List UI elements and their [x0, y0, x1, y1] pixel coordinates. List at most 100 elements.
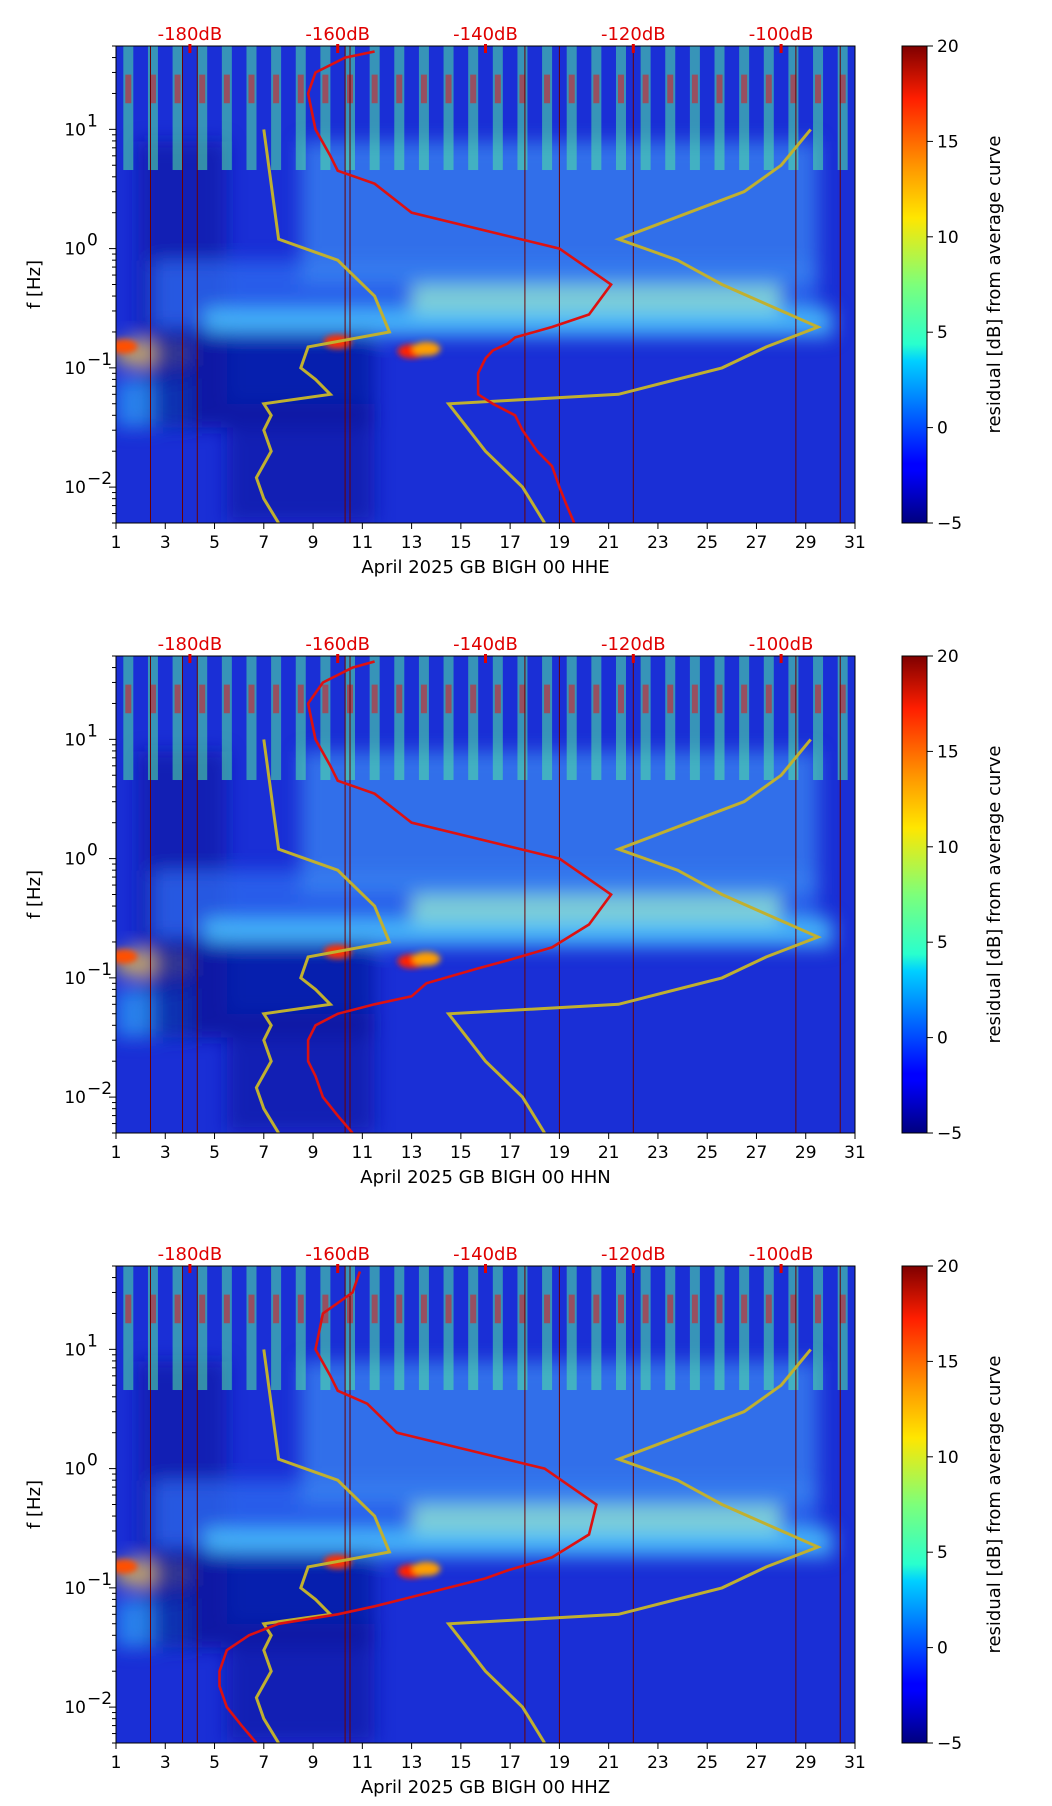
colorbar-label: residual [dB] from average curve	[984, 745, 1005, 1043]
x-tick-label: 27	[746, 533, 768, 553]
x-tick-label: 15	[450, 1143, 472, 1163]
x-tick-label: 23	[647, 1753, 669, 1773]
top-db-label: -100dB	[749, 1244, 814, 1265]
y-tick-label: 10	[64, 1340, 86, 1360]
y-tick-label: 10	[64, 850, 86, 870]
y-tick-exponent: −1	[87, 1570, 112, 1590]
heatmap-event-lines	[149, 656, 841, 1133]
colorbar-tick-label: 10	[937, 1448, 959, 1468]
heatmap-day-stripes	[123, 656, 848, 781]
x-tick-label: 13	[401, 1143, 423, 1163]
colorbar-tick-label: 0	[937, 1029, 948, 1049]
x-axis-label: April 2025 GB BIGH 00 HHZ	[361, 1777, 610, 1798]
x-tick-label: 1	[111, 1753, 122, 1773]
heatmap-event-lines	[149, 1266, 841, 1743]
high-noise-model-line	[445, 1348, 822, 1743]
x-tick-label: 23	[647, 1143, 669, 1163]
colorbar-tick-label: 15	[937, 132, 959, 152]
colorbar-label: residual [dB] from average curve	[984, 135, 1005, 433]
plot-area	[116, 1266, 855, 1743]
colorbar-tick-label: 5	[937, 933, 948, 953]
x-tick-label: 17	[499, 1753, 521, 1773]
x-tick-label: 3	[160, 1143, 171, 1163]
top-db-label: -160dB	[305, 1244, 370, 1265]
top-db-label: -180dB	[158, 1244, 223, 1265]
x-tick-label: 7	[258, 533, 269, 553]
top-db-label: -140dB	[453, 634, 518, 655]
colorbar-tick-label: 10	[937, 228, 959, 248]
colorbar-label: residual [dB] from average curve	[984, 1355, 1005, 1653]
low-noise-model-line	[254, 1349, 392, 1743]
psd-curve-line	[306, 660, 613, 1133]
y-tick-exponent: 1	[87, 721, 98, 741]
top-db-label: -180dB	[158, 24, 223, 45]
low-noise-model-line	[254, 129, 392, 523]
top-db-label: -140dB	[453, 1244, 518, 1265]
colorbar-tick-label: 0	[937, 419, 948, 439]
colorbar-tick-label: 20	[937, 1257, 959, 1277]
x-tick-label: 7	[258, 1753, 269, 1773]
x-axis-label: April 2025 GB BIGH 00 HHN	[360, 1167, 610, 1188]
x-tick-label: 29	[795, 533, 817, 553]
heatmap-day-stripes	[123, 1266, 848, 1391]
top-db-label: -140dB	[453, 24, 518, 45]
x-axis-label: April 2025 GB BIGH 00 HHE	[361, 557, 609, 578]
top-db-label: -160dB	[305, 634, 370, 655]
top-db-label: -120dB	[601, 634, 666, 655]
psd-curve-line	[306, 50, 613, 523]
top-db-label: -120dB	[601, 1244, 666, 1265]
x-tick-label: 19	[549, 533, 571, 553]
y-tick-label: 10	[64, 1698, 86, 1718]
colorbar	[901, 45, 928, 524]
y-tick-exponent: −1	[87, 960, 112, 980]
x-tick-label: 29	[795, 1143, 817, 1163]
x-tick-label: 17	[499, 533, 521, 553]
y-tick-exponent: 0	[87, 841, 98, 861]
y-tick-label: 10	[64, 240, 86, 260]
x-tick-label: 15	[450, 1753, 472, 1773]
x-tick-label: 7	[258, 1143, 269, 1163]
y-tick-label: 10	[64, 359, 86, 379]
colorbar-tick-label: −5	[937, 514, 962, 534]
x-tick-label: 5	[209, 1143, 220, 1163]
y-axis-label: f [Hz]	[24, 1480, 45, 1529]
y-axis-label: f [Hz]	[24, 260, 45, 309]
x-tick-label: 5	[209, 533, 220, 553]
colorbar-tick-label: 5	[937, 1543, 948, 1563]
x-tick-label: 15	[450, 533, 472, 553]
x-tick-label: 27	[746, 1143, 768, 1163]
y-tick-exponent: −2	[87, 1689, 112, 1709]
heatmap-event-lines	[149, 46, 841, 523]
colorbar-tick-label: 15	[937, 1352, 959, 1372]
colorbar-tick-label: −5	[937, 1734, 962, 1754]
y-tick-exponent: 1	[87, 111, 98, 131]
x-tick-label: 21	[598, 1753, 620, 1773]
x-tick-label: 21	[598, 533, 620, 553]
x-tick-label: 31	[844, 533, 866, 553]
x-tick-label: 23	[647, 533, 669, 553]
colorbar	[901, 655, 928, 1134]
x-tick-label: 11	[352, 1143, 374, 1163]
colorbar-tick-label: 10	[937, 838, 959, 858]
x-tick-label: 19	[549, 1143, 571, 1163]
y-tick-label: 10	[64, 969, 86, 989]
y-tick-label: 10	[64, 478, 86, 498]
y-tick-label: 10	[64, 1579, 86, 1599]
x-tick-label: 31	[844, 1143, 866, 1163]
psd-curve-line	[218, 1271, 598, 1743]
top-db-label: -180dB	[158, 634, 223, 655]
x-tick-label: 9	[308, 533, 319, 553]
plot-area	[116, 46, 855, 523]
x-tick-label: 17	[499, 1143, 521, 1163]
x-tick-label: 25	[696, 533, 718, 553]
x-tick-label: 1	[111, 1143, 122, 1163]
x-tick-label: 9	[308, 1143, 319, 1163]
x-tick-label: 21	[598, 1143, 620, 1163]
x-tick-label: 1	[111, 533, 122, 553]
colorbar-tick-label: 15	[937, 742, 959, 762]
colorbar-tick-label: 20	[937, 37, 959, 57]
x-tick-label: 27	[746, 1753, 768, 1773]
x-tick-label: 13	[401, 533, 423, 553]
